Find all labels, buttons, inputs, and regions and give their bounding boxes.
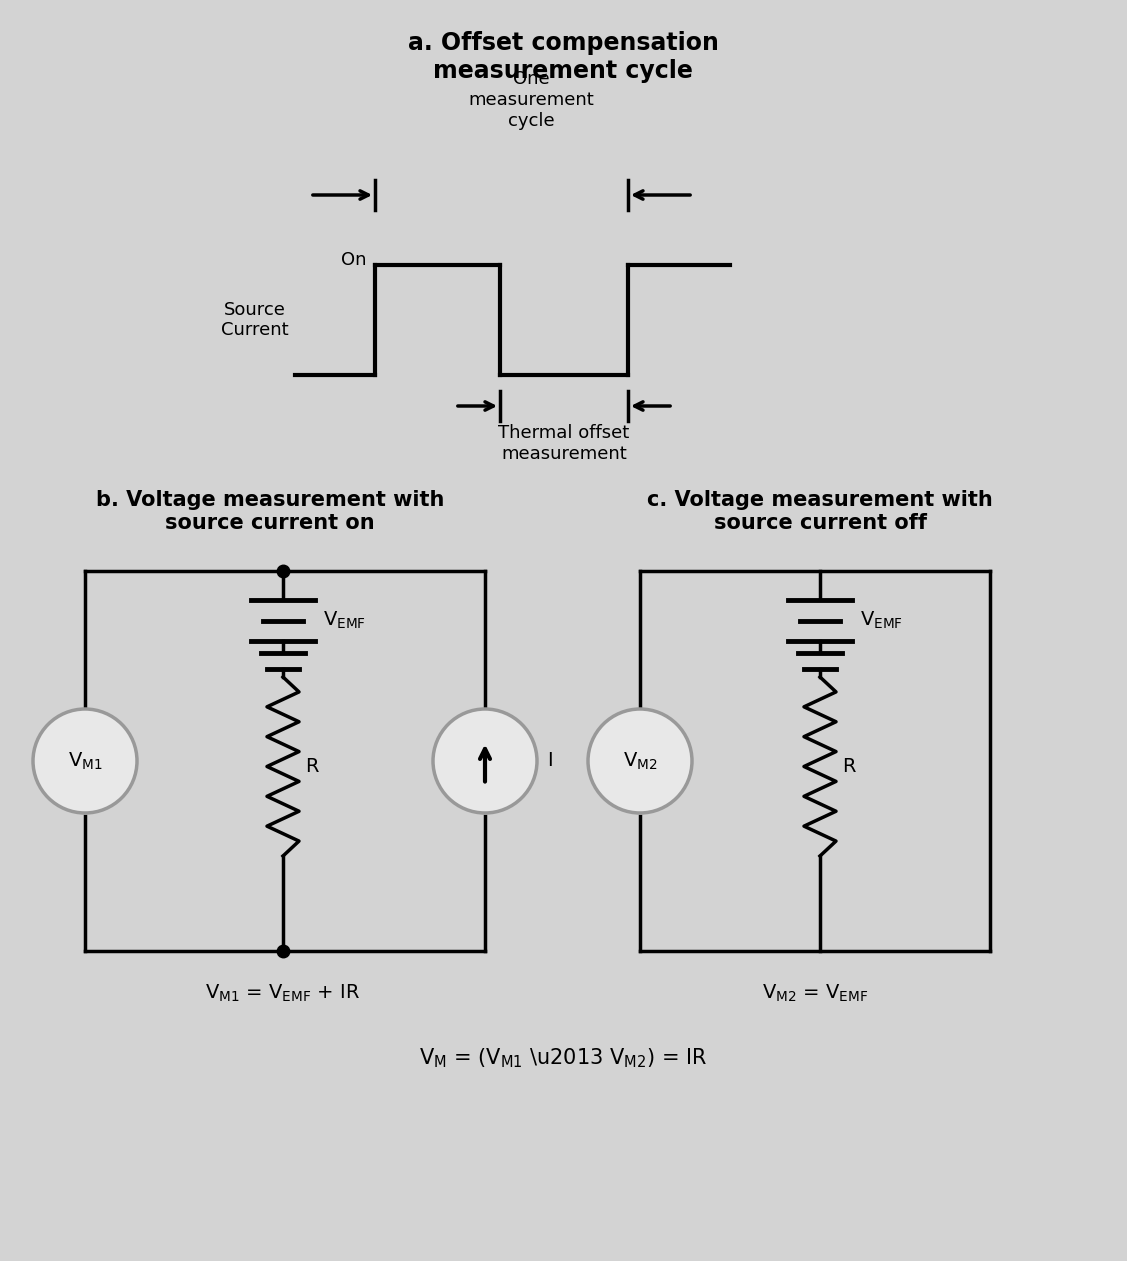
Text: V$_{\mathsf{EMF}}$: V$_{\mathsf{EMF}}$ — [323, 610, 366, 632]
Text: I: I — [547, 752, 552, 770]
Text: On: On — [341, 251, 367, 269]
Ellipse shape — [33, 709, 137, 813]
Text: a. Offset compensation
measurement cycle: a. Offset compensation measurement cycle — [408, 32, 718, 83]
Text: V$_{\mathsf{M2}}$: V$_{\mathsf{M2}}$ — [623, 750, 657, 772]
Text: One
measurement
cycle: One measurement cycle — [469, 71, 594, 130]
Text: V$_{\mathsf{M}}$ = (V$_{\mathsf{M1}}$ \u2013 V$_{\mathsf{M2}}$) = IR: V$_{\mathsf{M}}$ = (V$_{\mathsf{M1}}$ \u… — [419, 1047, 707, 1069]
Text: Source
Current: Source Current — [221, 300, 289, 339]
Text: V$_{\mathsf{M1}}$: V$_{\mathsf{M1}}$ — [68, 750, 103, 772]
Text: V$_{\mathsf{M1}}$ = V$_{\mathsf{EMF}}$ + IR: V$_{\mathsf{M1}}$ = V$_{\mathsf{EMF}}$ +… — [204, 984, 360, 1004]
Text: c. Voltage measurement with
source current off: c. Voltage measurement with source curre… — [647, 491, 993, 533]
Ellipse shape — [433, 709, 536, 813]
Text: b. Voltage measurement with
source current on: b. Voltage measurement with source curre… — [96, 491, 444, 533]
Text: V$_{\mathsf{EMF}}$: V$_{\mathsf{EMF}}$ — [860, 610, 903, 632]
Text: Thermal offset
measurement: Thermal offset measurement — [498, 424, 630, 463]
Ellipse shape — [588, 709, 692, 813]
Text: V$_{\mathsf{M2}}$ = V$_{\mathsf{EMF}}$: V$_{\mathsf{M2}}$ = V$_{\mathsf{EMF}}$ — [762, 984, 868, 1004]
Text: R: R — [305, 757, 319, 776]
Text: R: R — [842, 757, 855, 776]
